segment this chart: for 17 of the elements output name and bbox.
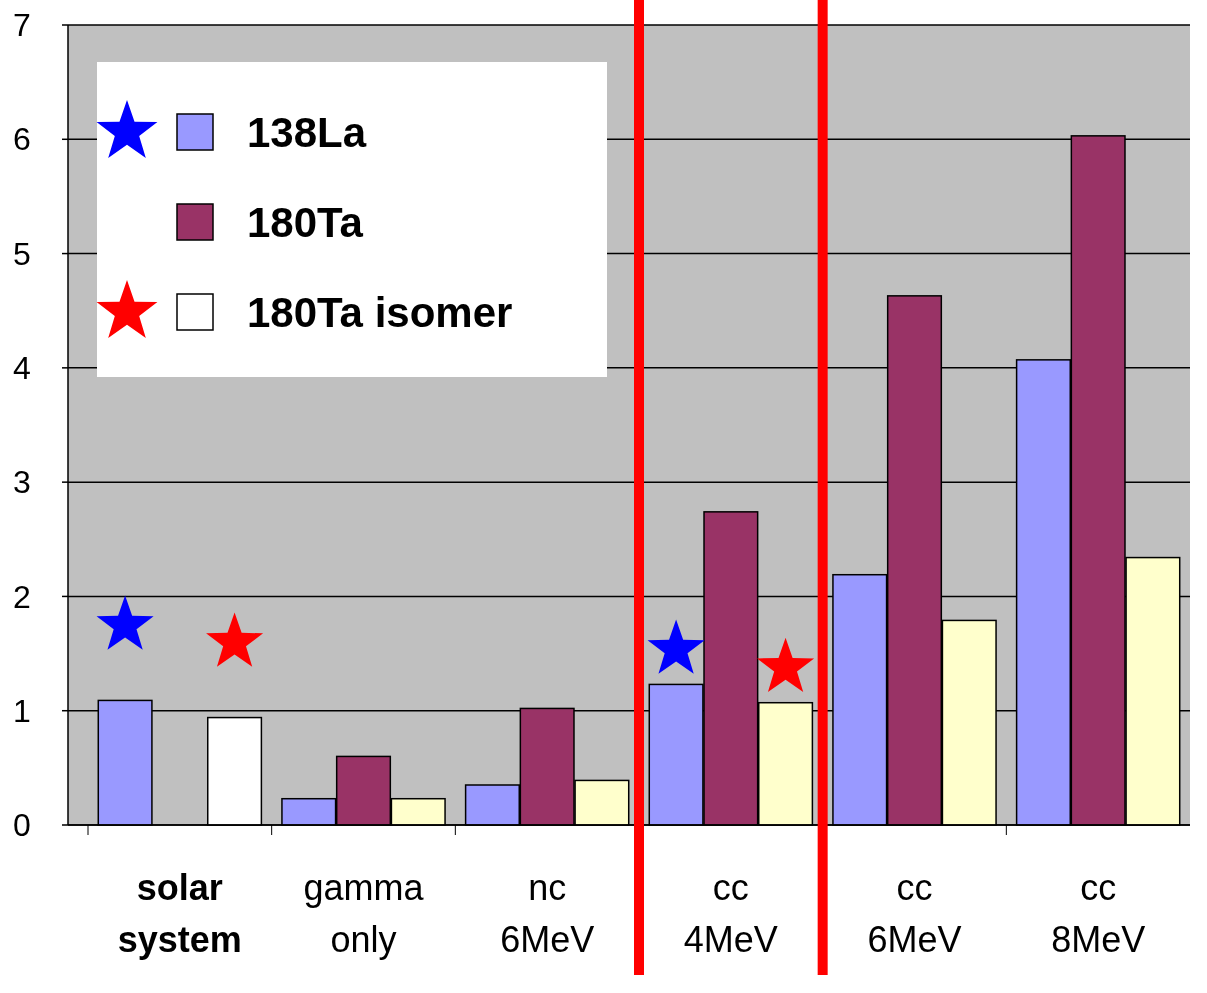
y-tick-label: 2 (13, 578, 31, 615)
x-tick-label: cc 6MeV (867, 867, 962, 960)
y-tick-label: 3 (13, 464, 31, 501)
legend-label: 180Ta isomer (247, 288, 513, 336)
y-tick-label: 4 (13, 350, 31, 387)
x-tick-label: cc 8MeV (1051, 867, 1146, 960)
legend-label: 138La (247, 108, 367, 156)
legend-label: 180Ta (247, 198, 364, 246)
y-tick-label: 7 (13, 7, 31, 44)
y-tick-label: 1 (13, 692, 31, 729)
y-tick-label: 0 (13, 807, 31, 844)
x-tick-label: solar system (117, 867, 242, 960)
x-tick-label: nc 6MeV (500, 867, 595, 960)
y-tick-label: 5 (13, 235, 31, 272)
y-tick-label: 6 (13, 121, 31, 158)
x-tick-label: gamma only (303, 867, 425, 960)
x-tick-label: cc 4MeV (683, 867, 778, 960)
